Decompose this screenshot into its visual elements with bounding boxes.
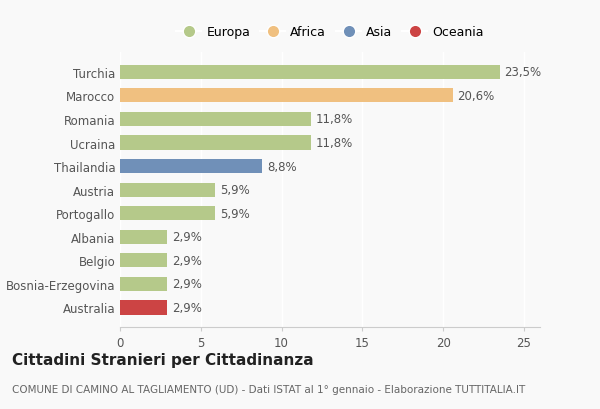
Bar [120,112,311,127]
Bar [120,254,167,268]
Bar [120,65,500,80]
Text: Cittadini Stranieri per Cittadinanza: Cittadini Stranieri per Cittadinanza [12,352,314,367]
Bar [120,277,167,291]
Text: COMUNE DI CAMINO AL TAGLIAMENTO (UD) - Dati ISTAT al 1° gennaio - Elaborazione T: COMUNE DI CAMINO AL TAGLIAMENTO (UD) - D… [12,384,525,394]
Text: 20,6%: 20,6% [458,90,495,103]
Legend: Europa, Africa, Asia, Oceania: Europa, Africa, Asia, Oceania [171,21,489,44]
Bar [120,183,215,197]
Bar [120,160,262,174]
Bar [120,207,215,221]
Text: 11,8%: 11,8% [316,137,353,150]
Text: 2,9%: 2,9% [172,231,202,244]
Text: 2,9%: 2,9% [172,254,202,267]
Bar [120,301,167,315]
Text: 11,8%: 11,8% [316,113,353,126]
Bar [120,89,453,103]
Text: 2,9%: 2,9% [172,278,202,291]
Text: 5,9%: 5,9% [220,207,250,220]
Bar [120,230,167,244]
Text: 2,9%: 2,9% [172,301,202,314]
Bar [120,136,311,150]
Text: 23,5%: 23,5% [505,66,542,79]
Text: 8,8%: 8,8% [267,160,296,173]
Text: 5,9%: 5,9% [220,184,250,197]
